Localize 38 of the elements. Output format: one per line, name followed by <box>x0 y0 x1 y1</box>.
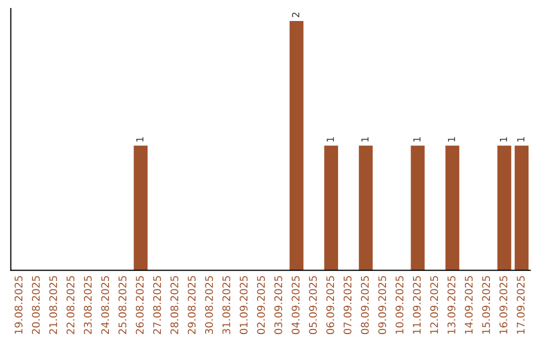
data-label: 1 <box>448 137 456 142</box>
x-tick-label: 05.09.2025 <box>308 276 317 334</box>
x-tick-label: 28.08.2025 <box>170 276 178 334</box>
x-tick-label: 17.09.2025 <box>516 276 525 334</box>
x-tick-label: 07.09.2025 <box>344 276 352 334</box>
x-tick-label: 15.09.2025 <box>482 276 490 334</box>
x-tick-label: 08.09.2025 <box>360 276 369 334</box>
x-tick-label: 12.09.2025 <box>430 276 438 334</box>
x-tick-label: 03.09.2025 <box>274 276 282 334</box>
x-tick-label: 23.08.2025 <box>84 276 92 334</box>
x-tick-label: 13.09.2025 <box>448 276 456 334</box>
x-tick-label: 25.08.2025 <box>118 276 126 334</box>
x-tick-label: 22.08.2025 <box>66 276 74 334</box>
x-tick-label: 24.08.2025 <box>101 276 110 334</box>
data-label: 1 <box>500 137 507 142</box>
x-tick-label: 10.09.2025 <box>396 276 404 334</box>
x-tick-label: 21.08.2025 <box>49 276 58 334</box>
data-label: 1 <box>517 137 524 142</box>
x-tick-label: 02.09.2025 <box>257 276 265 334</box>
x-tick-label: 14.09.2025 <box>464 276 473 334</box>
x-tick-label: 09.09.2025 <box>378 276 386 334</box>
x-tick-label: 19.08.2025 <box>14 276 22 334</box>
x-tick-label: 30.08.2025 <box>205 276 213 334</box>
data-label: 1 <box>136 137 144 142</box>
x-tick-label: 20.08.2025 <box>32 276 40 334</box>
x-tick-label: 04.09.2025 <box>292 276 300 334</box>
data-label: 1 <box>361 137 368 142</box>
x-tick-label: 16.09.2025 <box>499 276 508 334</box>
x-tick-label: 27.08.2025 <box>153 276 162 334</box>
data-label: 1 <box>413 137 420 142</box>
data-label: 1 <box>326 137 334 142</box>
x-tick-label: 31.08.2025 <box>222 276 230 334</box>
x-tick-label: 01.09.2025 <box>240 276 248 334</box>
x-tick-label: 26.08.2025 <box>136 276 144 334</box>
data-label: 2 <box>292 12 300 18</box>
x-tick-label: 06.09.2025 <box>326 276 334 334</box>
x-tick-label: 29.08.2025 <box>188 276 196 334</box>
x-tick-label: 11.09.2025 <box>412 276 421 334</box>
